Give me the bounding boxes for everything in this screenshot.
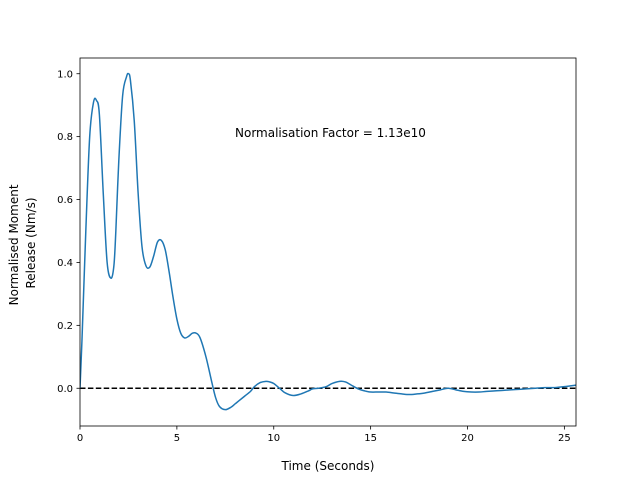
y-tick-label: 0.0	[57, 384, 73, 395]
y-tick-label: 0.8	[57, 132, 73, 143]
series-line-0	[80, 72, 576, 411]
y-tick-label: 0.6	[57, 195, 73, 206]
x-tick-label: 0	[77, 433, 83, 444]
y-axis-label-line-2: Release (Nm/s)	[24, 197, 38, 288]
axes: 0 5 10 15 20 25 0.0 0.2 0.4 0.6 0.8 1.0	[57, 57, 577, 444]
x-tick-label: 25	[558, 433, 571, 444]
plot-area	[80, 72, 576, 411]
x-tick-label: 10	[267, 433, 280, 444]
x-tick-label: 5	[174, 433, 180, 444]
x-axis-label: Time (Seconds)	[281, 459, 375, 473]
y-tick-label: 0.4	[57, 258, 73, 269]
y-axis-label: Normalised Moment Release (Nm/s)	[7, 181, 38, 306]
y-tick-label: 0.2	[57, 321, 73, 332]
axes-frame	[79, 57, 577, 427]
x-tick-label: 15	[364, 433, 377, 444]
y-tick-label: 1.0	[57, 69, 73, 80]
x-tick-label: 20	[461, 433, 474, 444]
y-axis-label-line-1: Normalised Moment	[7, 184, 21, 305]
normalisation-annotation: Normalisation Factor = 1.13e10	[235, 126, 426, 140]
